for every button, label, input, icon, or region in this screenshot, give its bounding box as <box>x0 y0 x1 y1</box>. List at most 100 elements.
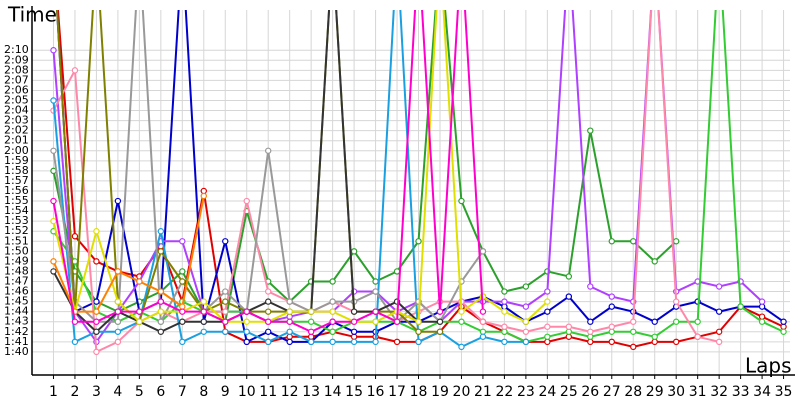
y-tick-label: 2:02 <box>4 124 29 137</box>
data-point <box>307 318 315 325</box>
y-tick-label: 1:59 <box>4 154 29 167</box>
data-point <box>179 308 186 315</box>
data-point <box>372 278 379 285</box>
y-tick-label: 1:49 <box>4 254 29 267</box>
data-point <box>544 338 551 346</box>
data-point <box>522 283 530 290</box>
data-point <box>501 308 508 315</box>
data-point <box>350 308 358 315</box>
y-tick-label: 1:41 <box>4 335 29 348</box>
y-tick-label: 1:54 <box>4 204 29 217</box>
y-tick-label: 2:04 <box>4 104 29 117</box>
data-point <box>522 328 530 335</box>
data-point <box>587 127 594 134</box>
data-point <box>71 318 79 325</box>
data-point <box>157 318 165 325</box>
y-tick-label: 2:08 <box>4 63 29 76</box>
series-line <box>52 10 677 324</box>
data-point <box>715 283 723 290</box>
y-tick-label: 1:50 <box>4 244 29 257</box>
y-tick-label: 2:06 <box>4 83 29 96</box>
data-point <box>71 338 79 346</box>
y-tick-label: 2:07 <box>4 73 29 86</box>
data-point <box>222 238 229 245</box>
x-tick-label: 34 <box>753 384 771 400</box>
data-point <box>50 268 57 275</box>
data-point <box>329 278 336 285</box>
data-point <box>372 288 379 295</box>
data-point <box>50 147 57 154</box>
data-point <box>372 308 379 315</box>
data-point <box>372 318 379 325</box>
data-point <box>458 318 465 325</box>
data-point <box>608 328 615 335</box>
data-point <box>780 323 787 330</box>
data-point <box>630 328 637 335</box>
data-point <box>200 308 207 315</box>
data-point <box>114 298 122 305</box>
data-point <box>93 328 100 335</box>
data-point <box>114 197 122 205</box>
data-point <box>286 333 293 340</box>
x-tick-label: 23 <box>517 384 535 400</box>
data-point <box>436 328 444 335</box>
x-tick-label: 32 <box>710 384 728 400</box>
x-tick-label: 24 <box>538 384 556 400</box>
data-point <box>265 147 272 154</box>
data-point <box>243 338 250 346</box>
y-tick-label: 1:42 <box>4 325 29 338</box>
series-line <box>52 10 549 324</box>
data-point <box>587 333 594 340</box>
data-point <box>672 238 680 245</box>
data-point <box>329 338 336 346</box>
data-point <box>544 333 551 340</box>
data-point <box>780 328 787 335</box>
data-point <box>372 338 379 346</box>
y-tick-label: 1:58 <box>4 164 29 177</box>
data-point <box>200 187 207 195</box>
data-point <box>758 318 766 325</box>
data-point <box>114 268 122 275</box>
data-point <box>501 288 508 295</box>
data-point <box>265 298 272 305</box>
data-point <box>651 338 658 346</box>
data-point <box>50 258 57 265</box>
data-point <box>415 238 422 245</box>
data-point <box>222 328 229 335</box>
data-point <box>393 318 401 325</box>
y-tick-label: 1:46 <box>4 285 29 298</box>
x-tick-label: 30 <box>667 384 685 400</box>
data-point <box>286 338 293 346</box>
data-point <box>608 238 615 245</box>
data-point <box>608 303 615 310</box>
data-point <box>715 338 723 346</box>
data-point <box>436 318 444 325</box>
data-point <box>350 248 358 255</box>
data-point <box>93 298 100 305</box>
data-point <box>608 293 615 300</box>
data-point <box>544 323 551 330</box>
x-tick-label: 17 <box>388 384 406 400</box>
data-point <box>780 318 787 325</box>
data-point <box>307 338 315 346</box>
y-axis-title: Time <box>7 3 57 27</box>
data-point <box>522 318 530 325</box>
x-tick-label: 22 <box>495 384 513 400</box>
data-point <box>114 338 122 346</box>
data-point <box>136 318 143 325</box>
data-point <box>114 328 122 335</box>
data-point <box>694 333 701 340</box>
data-point <box>587 328 594 335</box>
x-tick-label: 12 <box>281 384 299 400</box>
y-tick-label: 1:57 <box>4 174 29 187</box>
x-tick-label: 29 <box>646 384 664 400</box>
data-point <box>265 288 272 295</box>
data-point <box>608 338 615 346</box>
data-point <box>329 318 336 325</box>
data-point <box>136 278 143 285</box>
data-point <box>286 318 293 325</box>
data-point <box>50 47 57 54</box>
y-tick-label: 1:53 <box>4 214 29 227</box>
y-tick-label: 2:09 <box>4 53 29 66</box>
data-point <box>200 328 207 335</box>
